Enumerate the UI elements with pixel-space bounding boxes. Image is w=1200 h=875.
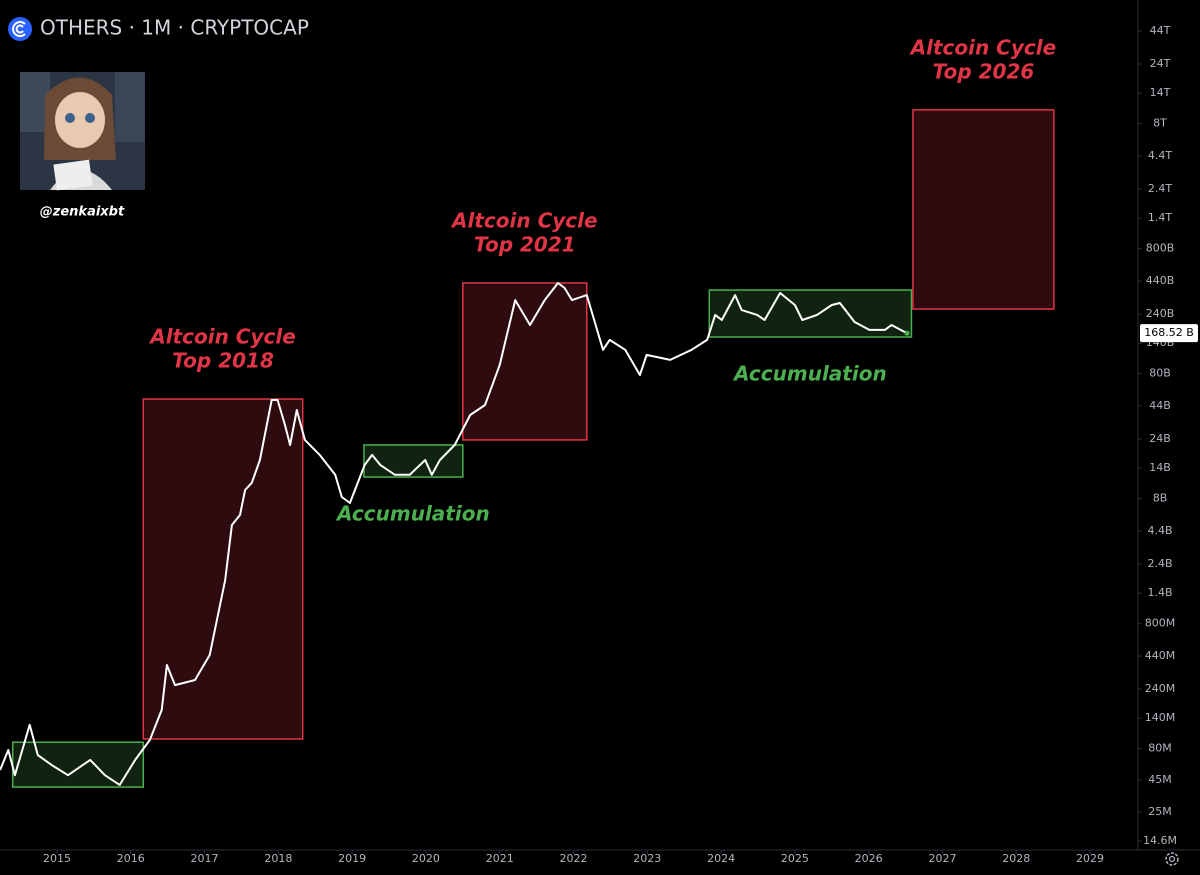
author-handle: @zenkaixbt (40, 205, 125, 220)
y-tick-label: 24T (1150, 57, 1171, 70)
y-tick-label: 1.4B (1147, 586, 1172, 599)
price-line (0, 282, 908, 786)
annotation-label: Altcoin Cycle (148, 325, 296, 349)
x-tick-label: 2015 (43, 852, 71, 865)
x-tick-label: 2027 (928, 852, 956, 865)
x-tick-label: 2023 (633, 852, 661, 865)
y-tick-label: 8T (1153, 117, 1167, 130)
x-tick-label: 2025 (781, 852, 809, 865)
y-tick-label: 4.4T (1148, 149, 1172, 162)
last-point (904, 330, 910, 336)
y-tick-label: 14T (1150, 86, 1171, 99)
x-tick-label: 2020 (412, 852, 440, 865)
symbol-icon (8, 17, 32, 41)
y-tick-label: 240M (1145, 682, 1176, 695)
y-tick-label: 800B (1146, 242, 1175, 255)
x-tick-label: 2026 (855, 852, 883, 865)
price-marker (1140, 324, 1198, 343)
y-tick-label: 800M (1145, 617, 1176, 630)
annotation-box (912, 109, 1055, 310)
y-tick-label: 14.6M (1143, 834, 1177, 847)
annotation-label: Accumulation (732, 362, 887, 386)
annotation-label: Altcoin Cycle (450, 208, 598, 232)
y-tick-label: 8B (1153, 492, 1168, 505)
x-tick-label: 2028 (1002, 852, 1030, 865)
x-tick-label: 2017 (191, 852, 219, 865)
y-tick-label: 4.4B (1147, 524, 1172, 537)
y-tick-label: 80M (1148, 742, 1172, 755)
chart-title: OTHERS · 1M · CRYPTOCAP (40, 16, 309, 40)
x-tick-label: 2024 (707, 852, 735, 865)
x-tick-label: 2018 (264, 852, 292, 865)
x-tick-label: 2019 (338, 852, 366, 865)
price-marker-label: 168.52 B (1144, 326, 1194, 339)
y-tick-label: 440M (1145, 649, 1176, 662)
annotation-label: Top 2018 (172, 349, 274, 373)
y-tick-label: 2.4T (1148, 182, 1172, 195)
avatar (20, 72, 145, 191)
symbol-icon-glyph (12, 21, 26, 37)
annotation-box (11, 741, 145, 788)
x-tick-label: 2021 (486, 852, 514, 865)
y-tick-label: 80B (1149, 367, 1171, 380)
annotation-box (462, 282, 588, 441)
x-tick-label: 2016 (117, 852, 145, 865)
y-tick-label: 1.4T (1148, 211, 1172, 224)
y-tick-label: 45M (1148, 773, 1172, 786)
annotation-label: Accumulation (335, 502, 490, 526)
y-tick-label: 44B (1149, 399, 1171, 412)
y-tick-label: 440B (1146, 274, 1175, 287)
annotation-label: Top 2026 (933, 59, 1035, 83)
x-tick-label: 2022 (560, 852, 588, 865)
annotation-label: Top 2021 (474, 232, 576, 256)
y-tick-label: 25M (1148, 805, 1172, 818)
annotation-box (142, 398, 304, 740)
x-tick-label: 2029 (1076, 852, 1104, 865)
y-tick-label: 2.4B (1147, 557, 1172, 570)
y-tick-label: 140M (1145, 711, 1176, 724)
y-tick-label: 240B (1146, 307, 1175, 320)
y-tick-label: 44T (1150, 24, 1171, 37)
settings-icon[interactable] (1165, 852, 1179, 866)
y-tick-label: 14B (1149, 461, 1171, 474)
y-tick-label: 24B (1149, 432, 1171, 445)
annotation-label: Altcoin Cycle (909, 35, 1057, 59)
